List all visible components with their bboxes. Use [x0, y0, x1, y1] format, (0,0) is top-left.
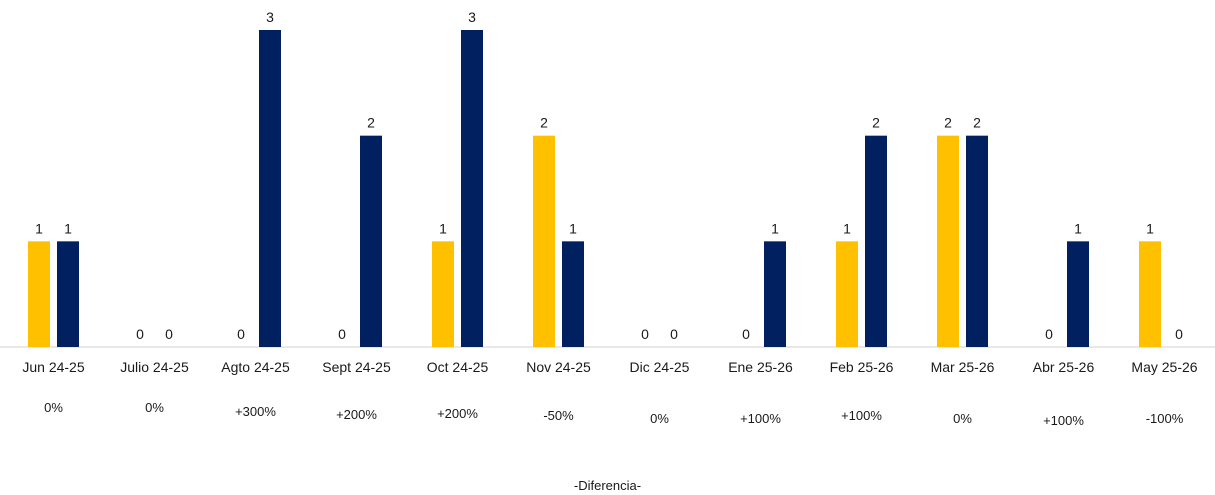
difference-label: 0%: [650, 411, 669, 426]
x-tick-label: Jun 24-25: [22, 359, 84, 375]
data-label: 3: [266, 9, 274, 25]
data-label: 1: [35, 220, 43, 236]
data-label: 1: [771, 220, 779, 236]
difference-label: +200%: [336, 407, 377, 422]
difference-label: 0%: [44, 400, 63, 415]
data-label: 0: [165, 326, 173, 342]
bar-series-1: [1139, 241, 1161, 347]
bar-series-2: [865, 135, 887, 347]
data-label: 0: [1045, 326, 1053, 342]
data-label: 0: [670, 326, 678, 342]
difference-label: 0%: [145, 400, 164, 415]
difference-label: +300%: [235, 404, 276, 419]
data-label: 1: [439, 220, 447, 236]
x-tick-label: Julio 24-25: [120, 359, 189, 375]
data-label: 3: [468, 9, 476, 25]
bar-series-2: [57, 241, 79, 347]
bar-series-2: [461, 30, 483, 347]
bar-series-1: [937, 135, 959, 347]
x-tick-label: Agto 24-25: [221, 359, 290, 375]
x-tick-label: Ene 25-26: [728, 359, 793, 375]
data-label: 0: [136, 326, 144, 342]
difference-label: +100%: [841, 408, 882, 423]
data-label: 0: [237, 326, 245, 342]
x-tick-label: Dic 24-25: [630, 359, 690, 375]
data-label: 0: [641, 326, 649, 342]
data-label: 0: [338, 326, 346, 342]
x-tick-label: Abr 25-26: [1033, 359, 1095, 375]
bar-series-1: [28, 241, 50, 347]
bar-series-2: [360, 135, 382, 347]
data-label: 0: [1175, 326, 1183, 342]
difference-label: +200%: [437, 406, 478, 421]
data-label: 2: [540, 115, 548, 131]
data-label: 2: [944, 115, 952, 131]
data-label: 2: [367, 115, 375, 131]
bar-series-1: [836, 241, 858, 347]
x-tick-label: Sept 24-25: [322, 359, 391, 375]
data-label: 0: [742, 326, 750, 342]
difference-label: 0%: [953, 411, 972, 426]
x-tick-label: Feb 25-26: [830, 359, 894, 375]
difference-label: +100%: [740, 411, 781, 426]
x-tick-label: Oct 24-25: [427, 359, 489, 375]
difference-label: -50%: [543, 408, 574, 423]
bar-series-1: [432, 241, 454, 347]
bar-series-2: [562, 241, 584, 347]
data-label: 2: [872, 115, 880, 131]
data-label: 2: [973, 115, 981, 131]
bar-series-2: [764, 241, 786, 347]
data-label: 1: [1074, 220, 1082, 236]
difference-label: -100%: [1146, 411, 1184, 426]
difference-caption: -Diferencia-: [573, 478, 642, 493]
bar-series-2: [966, 135, 988, 347]
data-label: 1: [64, 220, 72, 236]
difference-label: +100%: [1043, 413, 1084, 428]
bar-series-2: [1067, 241, 1089, 347]
x-tick-label: Nov 24-25: [526, 359, 591, 375]
bar-series-2: [259, 30, 281, 347]
data-label: 1: [569, 220, 577, 236]
x-tick-label: Mar 25-26: [931, 359, 995, 375]
data-label: 1: [1146, 220, 1154, 236]
bar-series-1: [533, 135, 555, 347]
data-label: 1: [843, 220, 851, 236]
x-tick-label: May 25-26: [1131, 359, 1197, 375]
